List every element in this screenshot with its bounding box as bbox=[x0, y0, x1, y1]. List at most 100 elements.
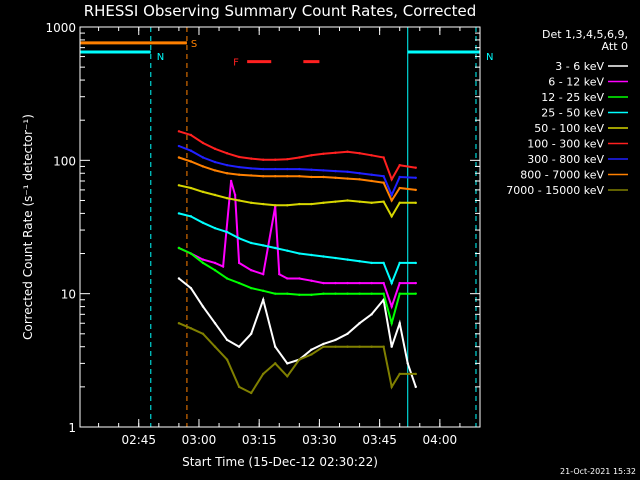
data-point bbox=[398, 201, 401, 205]
flag-label: N bbox=[486, 52, 493, 63]
data-point bbox=[249, 201, 253, 205]
data-point bbox=[390, 178, 393, 181]
data-point bbox=[237, 281, 241, 285]
data-point bbox=[262, 298, 265, 301]
data-point bbox=[189, 133, 193, 137]
data-point bbox=[221, 265, 225, 268]
data-point bbox=[189, 186, 193, 190]
data-point bbox=[334, 200, 337, 203]
data-point bbox=[398, 281, 401, 285]
data-point bbox=[322, 292, 325, 295]
data-point bbox=[274, 362, 277, 365]
data-point bbox=[334, 176, 337, 179]
data-point bbox=[382, 345, 385, 348]
data-point bbox=[406, 362, 409, 365]
data-point bbox=[189, 215, 193, 218]
x-tick-label: 02:45 bbox=[121, 433, 156, 447]
data-point bbox=[390, 281, 393, 285]
data-point bbox=[382, 156, 385, 159]
data-point bbox=[310, 168, 313, 171]
flag-label: S bbox=[191, 39, 197, 50]
data-point bbox=[398, 186, 401, 190]
data-point bbox=[286, 175, 289, 178]
data-point bbox=[189, 160, 193, 163]
data-point bbox=[382, 281, 385, 285]
data-point bbox=[177, 322, 181, 325]
data-point bbox=[358, 178, 361, 181]
data-point bbox=[201, 261, 205, 265]
series-line bbox=[178, 212, 416, 286]
data-point bbox=[358, 152, 361, 155]
legend-header: Det 1,3,4,5,6,9, bbox=[542, 28, 628, 41]
data-point bbox=[262, 167, 265, 171]
data-point bbox=[414, 166, 417, 169]
data-point bbox=[249, 157, 253, 160]
data-point bbox=[322, 201, 325, 205]
data-point bbox=[414, 176, 417, 179]
data-point bbox=[177, 144, 181, 148]
data-point bbox=[274, 345, 277, 348]
x-tick-label: 03:00 bbox=[182, 433, 217, 447]
series-line bbox=[178, 180, 416, 310]
data-point bbox=[177, 130, 181, 133]
data-point bbox=[390, 305, 393, 308]
data-point bbox=[346, 170, 349, 174]
data-point bbox=[229, 179, 233, 183]
data-point bbox=[298, 277, 301, 280]
data-point bbox=[286, 292, 289, 295]
data-point bbox=[213, 226, 217, 230]
data-point bbox=[370, 345, 373, 348]
data-point bbox=[262, 372, 265, 376]
data-point bbox=[213, 345, 217, 348]
data-point bbox=[249, 174, 253, 177]
data-point bbox=[334, 169, 337, 173]
data-point bbox=[398, 261, 401, 265]
data-point bbox=[213, 261, 217, 265]
data-point bbox=[398, 372, 401, 376]
data-point bbox=[298, 293, 301, 297]
data-point bbox=[390, 199, 393, 202]
data-point bbox=[370, 313, 373, 316]
chart-title: RHESSI Observing Summary Count Rates, Co… bbox=[84, 2, 477, 20]
series-line bbox=[178, 247, 416, 327]
data-point bbox=[298, 167, 301, 171]
data-point bbox=[414, 188, 417, 192]
data-point bbox=[310, 253, 313, 257]
data-point bbox=[225, 338, 229, 342]
legend-entry-label: 3 - 6 keV bbox=[555, 60, 604, 73]
data-point bbox=[177, 156, 181, 159]
data-point bbox=[398, 175, 401, 179]
data-point bbox=[310, 293, 313, 297]
data-point bbox=[286, 167, 289, 171]
x-tick-label: 03:45 bbox=[362, 433, 397, 447]
data-point bbox=[370, 179, 373, 183]
data-point bbox=[237, 199, 241, 202]
data-point bbox=[286, 277, 289, 280]
data-point bbox=[189, 327, 193, 330]
data-point bbox=[177, 184, 181, 187]
data-point bbox=[358, 345, 361, 348]
data-point bbox=[398, 163, 401, 167]
data-point bbox=[322, 255, 325, 258]
data-point bbox=[213, 169, 217, 172]
data-point bbox=[310, 279, 313, 282]
legend-entry-label: 25 - 50 keV bbox=[541, 107, 604, 120]
data-point bbox=[225, 358, 229, 361]
data-point bbox=[370, 173, 373, 176]
data-point bbox=[298, 252, 301, 255]
y-tick-label: 1000 bbox=[45, 21, 76, 35]
data-point bbox=[346, 177, 349, 180]
data-point bbox=[310, 202, 313, 206]
data-point bbox=[213, 193, 217, 197]
plot-frame bbox=[79, 26, 481, 428]
data-point bbox=[310, 154, 313, 157]
data-point bbox=[370, 201, 373, 205]
data-point bbox=[390, 215, 393, 218]
data-point bbox=[213, 160, 217, 164]
data-point bbox=[334, 151, 337, 154]
y-axis-label: Corrected Count Rate (s⁻¹ detector⁻¹) bbox=[21, 114, 35, 340]
data-point bbox=[262, 175, 265, 178]
data-point bbox=[322, 345, 325, 348]
data-point bbox=[237, 345, 241, 348]
data-point bbox=[382, 261, 385, 265]
